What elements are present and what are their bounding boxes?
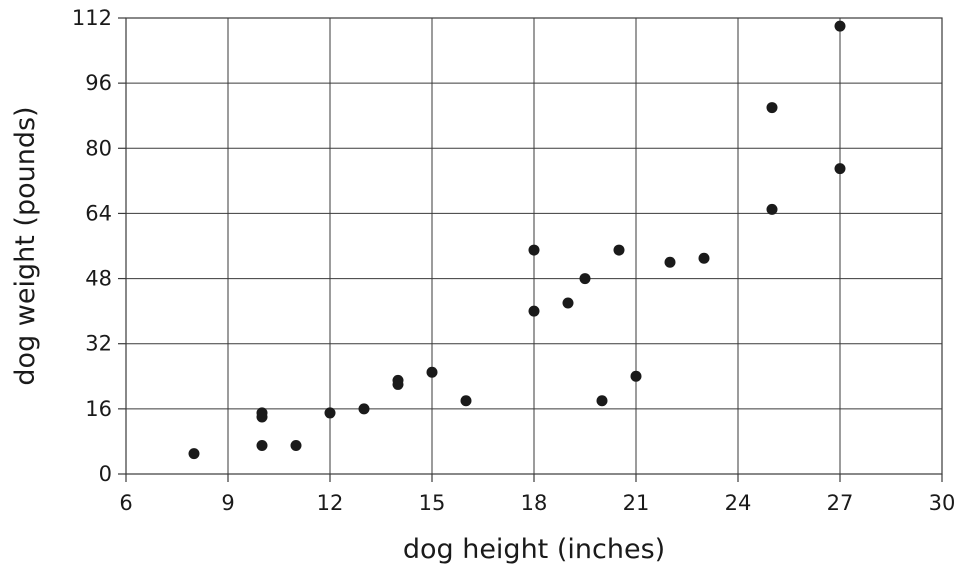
x-tick-label: 27: [827, 491, 854, 515]
data-point: [766, 102, 778, 114]
y-tick-label: 64: [85, 201, 112, 225]
x-tick-label: 24: [725, 491, 752, 515]
data-point: [460, 395, 472, 407]
data-point: [426, 366, 438, 378]
data-point: [562, 297, 574, 309]
axis-ticks: [118, 17, 943, 482]
x-tick-label: 12: [317, 491, 344, 515]
data-point: [528, 305, 540, 317]
x-tick-label: 9: [221, 491, 234, 515]
data-point: [188, 448, 200, 460]
data-point: [613, 244, 625, 256]
data-point: [256, 440, 268, 451]
data-point: [834, 20, 846, 32]
x-tick-label: 6: [119, 491, 132, 515]
y-tick-label: 0: [99, 462, 112, 486]
data-point: [290, 440, 302, 451]
data-point: [834, 163, 846, 175]
plot-frame: [125, 17, 943, 475]
data-point: [766, 203, 778, 215]
data-point: [392, 374, 404, 386]
x-tick-label: 18: [521, 491, 548, 515]
data-point: [596, 395, 608, 407]
y-axis-label: dog weight (pounds): [10, 106, 41, 385]
y-tick-label: 96: [85, 71, 112, 95]
data-point: [528, 244, 540, 256]
data-point: [358, 403, 370, 415]
data-points: [188, 20, 846, 460]
y-tick-labels: 0 16 32 48 64 80 96 112: [72, 6, 112, 486]
x-tick-label: 15: [419, 491, 446, 515]
x-tick-label: 21: [623, 491, 650, 515]
y-tick-label: 112: [72, 6, 112, 30]
y-tick-label: 16: [85, 397, 112, 421]
y-tick-label: 32: [85, 332, 112, 356]
y-tick-label: 80: [85, 136, 112, 160]
data-point: [579, 273, 591, 285]
data-point: [698, 252, 710, 264]
data-point: [630, 370, 642, 382]
y-tick-label: 48: [85, 267, 112, 291]
data-point: [256, 407, 268, 419]
x-tick-labels: 6 9 12 15 18 21 24 27 30: [119, 491, 955, 515]
data-point: [324, 407, 336, 419]
x-tick-label: 30: [929, 491, 956, 515]
data-point: [664, 256, 676, 268]
x-axis-label: dog height (inches): [403, 534, 665, 565]
